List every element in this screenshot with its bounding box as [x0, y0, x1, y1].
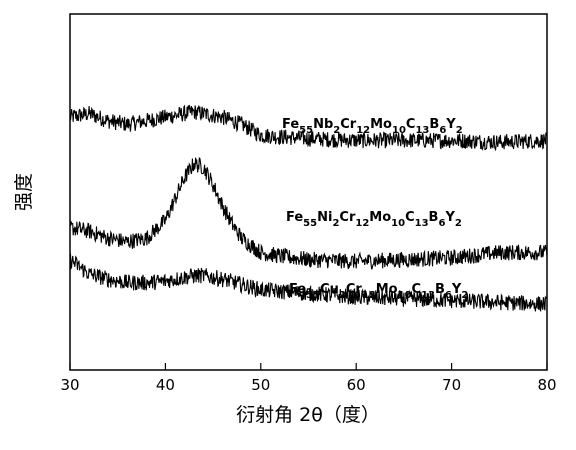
x-tick-label-50: 50: [251, 376, 270, 394]
x-tick-label-40: 40: [156, 376, 175, 394]
series-line-nb: [69, 104, 548, 152]
x-tick-label-30: 30: [60, 376, 79, 394]
series-label-nb: Fe55Nb2Cr12Mo10C13B6Y2: [282, 117, 463, 136]
x-tick-label-70: 70: [442, 376, 461, 394]
series-line-ni: [69, 157, 548, 270]
series-label-cu: Fe55Cu2Cr12Mo10C13B6Y2: [289, 282, 468, 301]
plot-frame: [69, 13, 548, 371]
x-tick-label-60: 60: [347, 376, 366, 394]
series-line-cu: [69, 252, 548, 312]
y-axis-title: 强度: [13, 173, 35, 211]
x-tick-label-80: 80: [537, 376, 556, 394]
x-axis-title: 衍射角 2θ（度）: [236, 404, 380, 426]
series-label-ni: Fe55Ni2Cr12Mo10C13B6Y2: [286, 210, 462, 229]
